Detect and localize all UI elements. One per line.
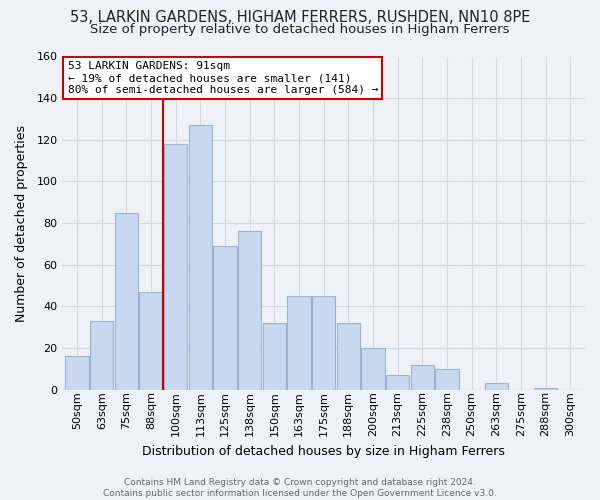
Bar [164,144,187,390]
Bar [410,364,434,390]
Y-axis label: Number of detached properties: Number of detached properties [15,124,28,322]
Bar [263,323,286,390]
Bar [485,384,508,390]
Bar [386,375,409,390]
Bar [287,296,311,390]
Bar [534,388,557,390]
Bar [435,369,458,390]
Text: Size of property relative to detached houses in Higham Ferrers: Size of property relative to detached ho… [90,22,510,36]
Bar [115,212,138,390]
Bar [238,232,262,390]
Bar [214,246,237,390]
Bar [139,292,163,390]
X-axis label: Distribution of detached houses by size in Higham Ferrers: Distribution of detached houses by size … [142,444,505,458]
Text: 53, LARKIN GARDENS, HIGHAM FERRERS, RUSHDEN, NN10 8PE: 53, LARKIN GARDENS, HIGHAM FERRERS, RUSH… [70,10,530,25]
Bar [188,125,212,390]
Bar [337,323,360,390]
Bar [312,296,335,390]
Bar [90,321,113,390]
Text: 53 LARKIN GARDENS: 91sqm
← 19% of detached houses are smaller (141)
80% of semi-: 53 LARKIN GARDENS: 91sqm ← 19% of detach… [68,62,378,94]
Bar [65,356,89,390]
Bar [361,348,385,390]
Text: Contains HM Land Registry data © Crown copyright and database right 2024.
Contai: Contains HM Land Registry data © Crown c… [103,478,497,498]
